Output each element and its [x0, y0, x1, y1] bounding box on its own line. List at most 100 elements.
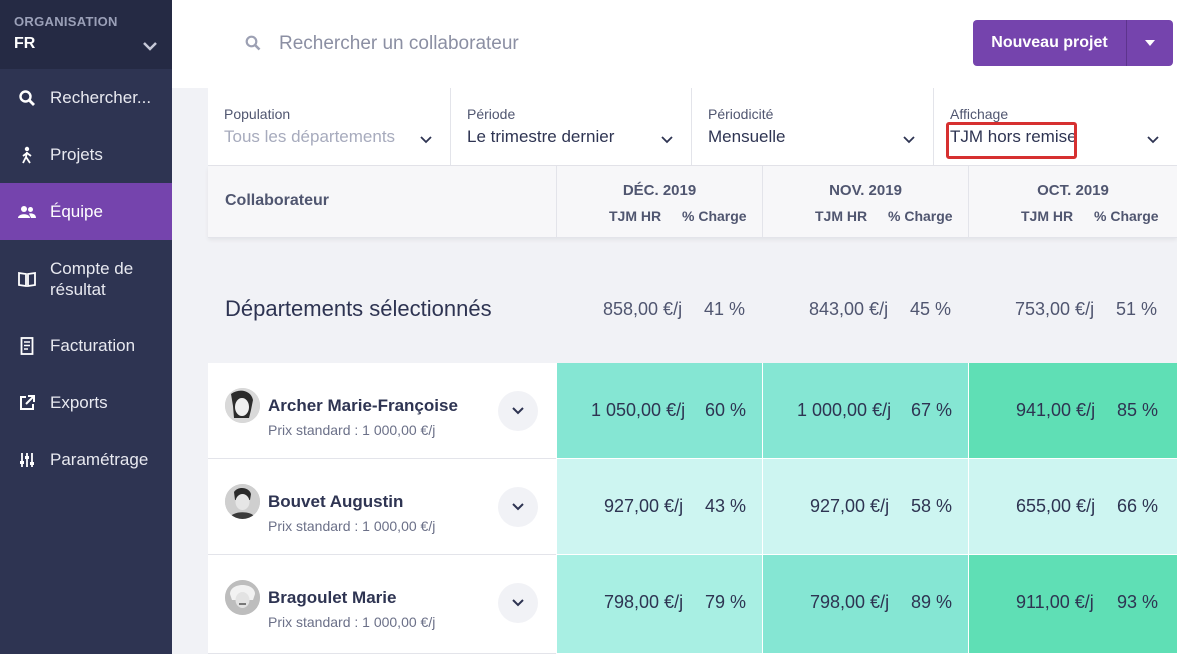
new-project-button[interactable]: Nouveau projet	[973, 20, 1126, 66]
chevron-down-icon	[512, 503, 524, 511]
collaborator-cell: Archer Marie-Françoise Prix standard : 1…	[208, 363, 556, 459]
sidebar-item-equipe[interactable]: Équipe	[0, 183, 172, 240]
sidebar-item-exports[interactable]: Exports	[0, 375, 172, 431]
top-bar: Nouveau projet	[172, 0, 1177, 88]
chevron-down-icon	[903, 136, 915, 144]
organisation-label: ORGANISATION	[14, 14, 118, 29]
external-link-icon	[18, 394, 36, 412]
summary-tjm: 858,00 €/j	[603, 299, 683, 319]
tjm-value: 798,00 €/j	[604, 592, 684, 612]
filter-value: Tous les départements	[224, 127, 396, 146]
charge-value: 43 %	[705, 496, 747, 516]
sidebar-item-label: Équipe	[50, 201, 103, 221]
month-label: NOV. 2019	[829, 182, 902, 199]
tjm-subheader: TJM HR	[815, 208, 868, 224]
walking-person-icon	[18, 146, 36, 164]
table-row: Bragoulet Marie Prix standard : 1 000,00…	[208, 555, 1177, 654]
tjm-value: 911,00 €/j	[1016, 592, 1094, 612]
month-column-header: DÉC. 2019 TJM HR % Charge	[556, 166, 762, 238]
tjm-subheader: TJM HR	[1021, 208, 1074, 224]
chevron-down-icon	[143, 42, 157, 51]
charge-value: 66 %	[1117, 496, 1159, 516]
charge-value: 79 %	[705, 592, 747, 612]
month-column-header: NOV. 2019 TJM HR % Charge	[762, 166, 968, 238]
table-row: Archer Marie-Françoise Prix standard : 1…	[208, 363, 1177, 459]
tjm-value: 655,00 €/j	[1016, 496, 1096, 516]
sidebar-item-label: Facturation	[50, 336, 136, 355]
charge-subheader: % Charge	[888, 208, 953, 224]
highlight-box	[946, 122, 1077, 159]
charge-value: 93 %	[1117, 592, 1159, 612]
standard-price: Prix standard : 1 000,00 €/j	[268, 422, 436, 438]
avatar	[225, 388, 260, 423]
filter-population[interactable]: Population Tous les départements	[208, 88, 450, 166]
expand-row-button[interactable]	[498, 487, 538, 527]
expand-row-button[interactable]	[498, 391, 538, 431]
search-icon	[18, 89, 36, 107]
sidebar-item-facturation[interactable]: Facturation	[0, 318, 172, 374]
caret-down-icon	[1145, 40, 1155, 46]
sidebar-item-label: Compte de résultat	[50, 259, 134, 299]
filter-label: Affichage	[950, 106, 1009, 122]
sidebar-item-parametrage[interactable]: Paramétrage	[0, 432, 172, 488]
users-icon	[18, 203, 36, 221]
summary-tjm: 753,00 €/j	[1015, 299, 1095, 319]
month-label: OCT. 2019	[1037, 182, 1109, 199]
collaborator-name[interactable]: Bouvet Augustin	[268, 492, 404, 511]
chevron-down-icon	[1147, 136, 1159, 144]
tjm-value: 1 050,00 €/j	[591, 400, 686, 420]
chevron-down-icon	[512, 407, 524, 415]
sidebar-item-projets[interactable]: Projets	[0, 126, 172, 183]
standard-price: Prix standard : 1 000,00 €/j	[268, 518, 436, 534]
data-cell: 1 000,00 €/j 67 %	[762, 363, 968, 459]
data-cell: 1 050,00 €/j 60 %	[556, 363, 762, 459]
organisation-value: FR	[14, 35, 36, 52]
sidebar-item-search[interactable]: Rechercher...	[0, 69, 172, 126]
data-cell: 798,00 €/j 79 %	[556, 555, 762, 654]
month-label: DÉC. 2019	[622, 182, 697, 199]
avatar	[225, 580, 260, 615]
collaborator-column-header[interactable]: Collaborateur	[225, 192, 330, 209]
summary-row-label: Départements sélectionnés	[225, 296, 492, 321]
summary-tjm: 843,00 €/j	[809, 299, 889, 319]
chevron-down-icon	[512, 599, 524, 607]
chevron-down-icon	[661, 136, 673, 144]
summary-charge: 51 %	[1116, 299, 1158, 319]
book-icon	[18, 270, 36, 288]
collaborator-name[interactable]: Archer Marie-Françoise	[268, 396, 458, 415]
filter-affichage[interactable]: Affichage TJM hors remise	[933, 88, 1177, 166]
charge-subheader: % Charge	[1094, 208, 1159, 224]
filter-label: Périodicité	[708, 106, 774, 122]
filter-periode[interactable]: Période Le trimestre dernier	[450, 88, 691, 166]
expand-row-button[interactable]	[498, 583, 538, 623]
tjm-subheader: TJM HR	[609, 208, 662, 224]
new-project-dropdown-button[interactable]	[1126, 20, 1173, 66]
filter-value: Mensuelle	[708, 127, 786, 146]
tjm-value: 1 000,00 €/j	[797, 400, 892, 420]
table-header: Collaborateur DÉC. 2019 TJM HR % Charge …	[208, 166, 1177, 238]
sidebar: ORGANISATION FR Rechercher... Projets Éq…	[0, 0, 172, 654]
filter-value: TJM hors remise	[950, 127, 1077, 146]
data-cell: 798,00 €/j 89 %	[762, 555, 968, 654]
charge-value: 60 %	[705, 400, 747, 420]
charge-value: 58 %	[911, 496, 953, 516]
data-cell: 927,00 €/j 58 %	[762, 459, 968, 555]
data-cell: 927,00 €/j 43 %	[556, 459, 762, 555]
sidebar-item-label: Rechercher...	[50, 87, 152, 107]
filter-periodicite[interactable]: Périodicité Mensuelle	[691, 88, 933, 166]
data-cell: 655,00 €/j 66 %	[968, 459, 1177, 555]
sidebar-item-label: Paramétrage	[50, 450, 149, 469]
search-icon	[245, 35, 261, 51]
collaborator-name[interactable]: Bragoulet Marie	[268, 588, 397, 607]
summary-charge: 41 %	[704, 299, 746, 319]
summary-charge: 45 %	[910, 299, 952, 319]
sidebar-item-compte-de-resultat[interactable]: Compte de résultat	[0, 250, 172, 308]
organisation-selector[interactable]: ORGANISATION FR	[0, 0, 172, 69]
charge-value: 85 %	[1117, 400, 1159, 420]
tjm-value: 798,00 €/j	[810, 592, 890, 612]
data-cell: 941,00 €/j 85 %	[968, 363, 1177, 459]
filter-label: Période	[467, 106, 516, 122]
tjm-value: 927,00 €/j	[604, 496, 684, 516]
search-input[interactable]	[279, 28, 659, 60]
charge-value: 67 %	[911, 400, 953, 420]
